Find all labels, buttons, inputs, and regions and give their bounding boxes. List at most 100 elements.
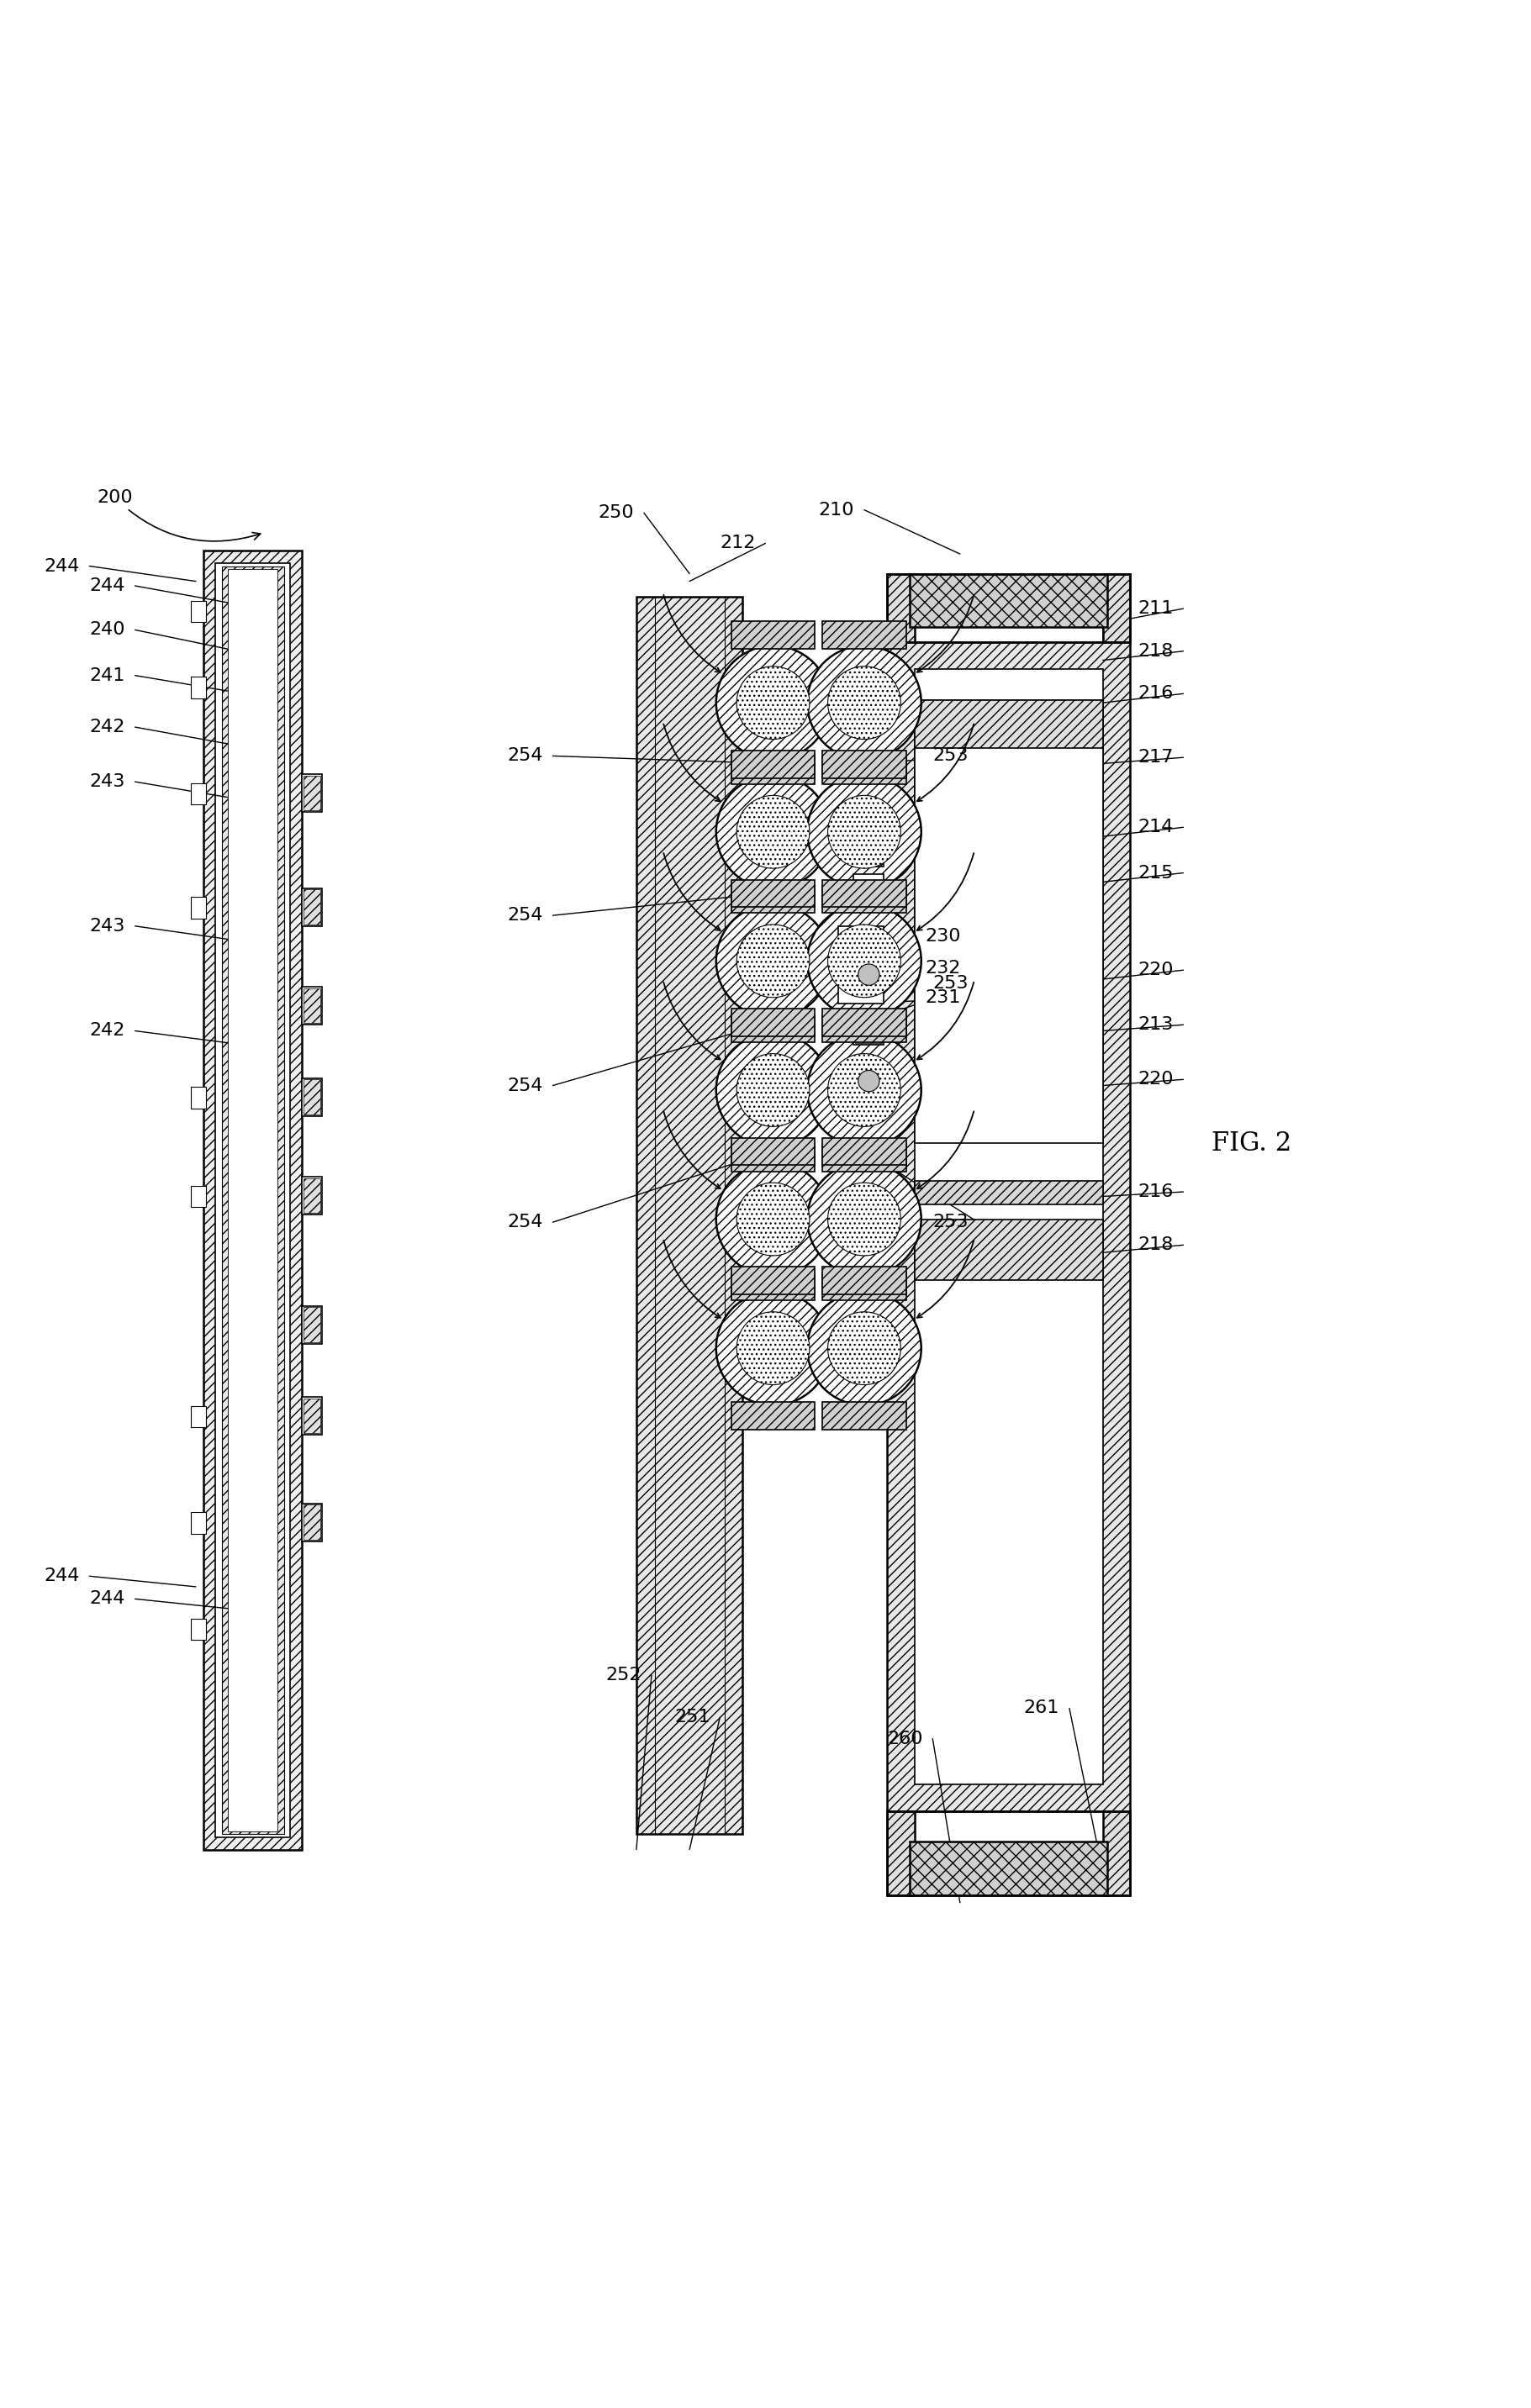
Bar	[732, 756, 814, 785]
Ellipse shape	[807, 1163, 922, 1276]
Bar	[822, 886, 906, 913]
Text: 253: 253	[932, 746, 968, 763]
Bar	[822, 1401, 906, 1430]
Bar	[914, 1218, 1102, 1281]
Ellipse shape	[828, 1055, 900, 1127]
Bar	[191, 677, 207, 698]
Text: 218: 218	[1138, 643, 1173, 660]
Bar	[303, 987, 320, 1023]
Bar	[822, 1144, 906, 1170]
Text: 261: 261	[1024, 1700, 1059, 1717]
Text: 244: 244	[89, 578, 126, 595]
Text: 251: 251	[674, 1710, 710, 1727]
Text: 200: 200	[96, 489, 260, 542]
Bar	[839, 956, 883, 980]
Bar	[732, 1139, 814, 1165]
Text: 212: 212	[720, 535, 755, 551]
Bar	[854, 833, 883, 867]
Text: FIG. 2: FIG. 2	[1211, 1129, 1292, 1156]
Bar	[216, 563, 289, 1837]
Text: 230: 230	[925, 927, 961, 944]
Text: 240: 240	[89, 621, 126, 638]
Bar	[732, 879, 814, 908]
Bar	[1102, 573, 1130, 643]
Bar	[303, 1079, 320, 1115]
Text: 241: 241	[89, 667, 126, 684]
Text: 254: 254	[507, 746, 544, 763]
Text: 254: 254	[507, 908, 544, 925]
Bar	[1102, 1811, 1130, 1895]
Bar	[914, 669, 1102, 1784]
Ellipse shape	[828, 667, 900, 739]
Text: 244: 244	[89, 1592, 126, 1606]
Ellipse shape	[717, 903, 830, 1019]
Bar	[854, 874, 883, 908]
Bar	[909, 573, 1107, 626]
Ellipse shape	[807, 1291, 922, 1406]
Text: 252: 252	[606, 1666, 641, 1683]
Text: 244: 244	[44, 559, 80, 576]
Bar	[854, 1011, 883, 1045]
Ellipse shape	[807, 775, 922, 889]
Bar	[732, 1144, 814, 1170]
Bar	[732, 1274, 814, 1300]
Bar	[822, 1139, 906, 1165]
Bar	[191, 1185, 207, 1206]
Bar	[222, 566, 283, 1835]
Bar	[822, 1274, 906, 1300]
Ellipse shape	[717, 645, 830, 761]
Bar	[822, 1014, 906, 1043]
Text: 232: 232	[925, 961, 960, 978]
Bar	[822, 879, 906, 908]
Bar	[302, 1079, 322, 1115]
Bar	[856, 1081, 882, 1096]
Text: 243: 243	[89, 773, 126, 790]
Bar	[302, 1397, 322, 1435]
Bar	[886, 573, 914, 643]
Bar	[303, 1505, 320, 1539]
Ellipse shape	[828, 795, 900, 869]
Text: 231: 231	[925, 990, 960, 1007]
Bar	[886, 1811, 914, 1895]
Text: 254: 254	[507, 1076, 544, 1093]
Ellipse shape	[807, 645, 922, 761]
Ellipse shape	[736, 1312, 810, 1385]
Bar	[228, 568, 277, 1832]
Bar	[822, 1267, 906, 1296]
Ellipse shape	[736, 1182, 810, 1255]
Bar	[856, 850, 882, 864]
Text: 220: 220	[1138, 1072, 1173, 1088]
Text: 220: 220	[1138, 961, 1173, 978]
Text: 214: 214	[1138, 819, 1173, 836]
Ellipse shape	[717, 1033, 830, 1146]
Bar	[856, 975, 882, 990]
Text: 217: 217	[1138, 749, 1173, 766]
Bar	[909, 1842, 1107, 1895]
Bar	[732, 621, 814, 648]
Bar	[732, 1401, 814, 1430]
Ellipse shape	[828, 1312, 900, 1385]
Text: 216: 216	[1138, 1182, 1173, 1199]
Text: 213: 213	[1138, 1016, 1173, 1033]
Bar	[732, 886, 814, 913]
Bar	[886, 643, 1130, 1811]
Bar	[303, 889, 320, 925]
Ellipse shape	[807, 903, 922, 1019]
Bar	[303, 1178, 320, 1214]
Text: 254: 254	[507, 1214, 544, 1230]
Ellipse shape	[736, 925, 810, 997]
Text: 242: 242	[89, 1023, 126, 1040]
Bar	[732, 1009, 814, 1035]
Text: 244: 244	[44, 1568, 80, 1584]
Ellipse shape	[828, 925, 900, 997]
Text: 215: 215	[1138, 864, 1173, 881]
Text: 253: 253	[932, 1214, 968, 1230]
Text: 243: 243	[89, 917, 126, 934]
Bar	[303, 775, 320, 811]
Ellipse shape	[859, 1069, 879, 1091]
Ellipse shape	[736, 795, 810, 869]
Bar	[822, 1009, 906, 1035]
Bar	[841, 966, 882, 978]
Bar	[302, 1503, 322, 1541]
Bar	[302, 889, 322, 927]
